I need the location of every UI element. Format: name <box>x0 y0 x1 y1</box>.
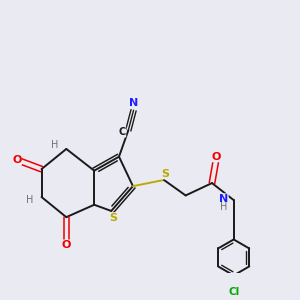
Text: H: H <box>220 202 227 212</box>
Text: S: S <box>109 213 117 223</box>
Text: N: N <box>219 194 228 204</box>
Text: O: O <box>212 152 221 162</box>
Text: Cl: Cl <box>228 286 239 296</box>
Text: C: C <box>118 127 126 137</box>
Text: H: H <box>51 140 58 150</box>
Text: O: O <box>61 240 71 250</box>
Text: S: S <box>161 169 169 179</box>
Text: H: H <box>26 195 33 205</box>
Text: O: O <box>12 155 21 165</box>
Text: N: N <box>129 98 138 108</box>
